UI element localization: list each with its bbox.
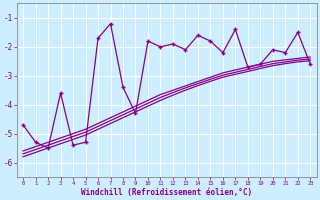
X-axis label: Windchill (Refroidissement éolien,°C): Windchill (Refroidissement éolien,°C) bbox=[81, 188, 252, 197]
